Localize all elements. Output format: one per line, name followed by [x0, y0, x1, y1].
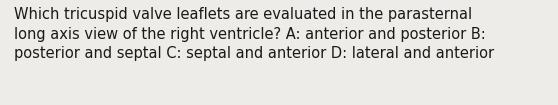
Text: Which tricuspid valve leaflets are evaluated in the parasternal
long axis view o: Which tricuspid valve leaflets are evalu… [14, 7, 494, 61]
